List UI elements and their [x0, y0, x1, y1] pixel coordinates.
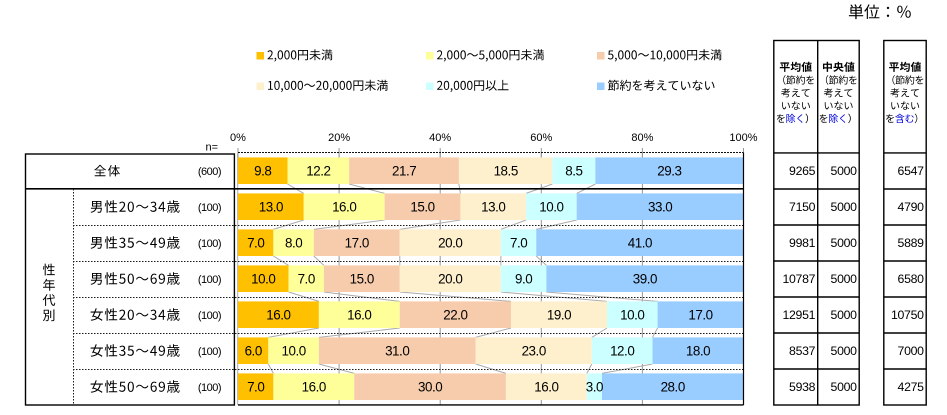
- svg-text:10.0: 10.0: [251, 272, 275, 287]
- svg-text:(100): (100): [198, 346, 221, 358]
- svg-text:8537: 8537: [789, 344, 816, 358]
- svg-text:16.0: 16.0: [302, 380, 326, 395]
- svg-text:80%: 80%: [631, 132, 653, 144]
- svg-text:(100): (100): [198, 310, 221, 322]
- svg-text:6580: 6580: [898, 272, 925, 286]
- svg-text:9.0: 9.0: [515, 272, 532, 287]
- svg-text:10.0: 10.0: [281, 344, 305, 359]
- svg-text:39.0: 39.0: [633, 272, 657, 287]
- svg-text:6.0: 6.0: [245, 344, 262, 359]
- svg-text:19.0: 19.0: [547, 308, 571, 323]
- svg-text:(600): (600): [198, 166, 221, 178]
- svg-text:7000: 7000: [898, 344, 925, 358]
- svg-text:3.0: 3.0: [586, 380, 603, 395]
- svg-text:9.8: 9.8: [254, 164, 271, 179]
- svg-text:60%: 60%: [530, 132, 552, 144]
- svg-text:16.0: 16.0: [534, 380, 558, 395]
- svg-text:13.0: 13.0: [259, 200, 283, 215]
- svg-text:10.0: 10.0: [539, 200, 563, 215]
- svg-text:16.0: 16.0: [347, 308, 371, 323]
- svg-text:5000: 5000: [831, 380, 858, 394]
- svg-text:5000: 5000: [831, 308, 858, 322]
- svg-text:(100): (100): [198, 202, 221, 214]
- svg-text:29.3: 29.3: [657, 164, 681, 179]
- svg-text:17.0: 17.0: [688, 308, 712, 323]
- svg-text:12.0: 12.0: [610, 344, 634, 359]
- svg-text:5000: 5000: [831, 236, 858, 250]
- svg-text:7.0: 7.0: [247, 380, 264, 395]
- svg-text:28.0: 28.0: [661, 380, 685, 395]
- svg-text:15.0: 15.0: [350, 272, 374, 287]
- svg-text:5000: 5000: [831, 200, 858, 214]
- svg-text:20.0: 20.0: [438, 272, 462, 287]
- svg-text:13.0: 13.0: [481, 200, 505, 215]
- svg-text:16.0: 16.0: [332, 200, 356, 215]
- svg-text:10.0: 10.0: [620, 308, 644, 323]
- svg-text:10787: 10787: [782, 272, 815, 286]
- svg-text:18.0: 18.0: [686, 344, 710, 359]
- svg-text:33.0: 33.0: [648, 200, 672, 215]
- svg-text:40%: 40%: [429, 132, 451, 144]
- svg-text:12.2: 12.2: [306, 164, 330, 179]
- svg-text:9981: 9981: [789, 236, 816, 250]
- svg-text:5938: 5938: [789, 380, 816, 394]
- svg-text:8.0: 8.0: [285, 236, 302, 251]
- svg-text:23.0: 23.0: [522, 344, 546, 359]
- svg-text:7.0: 7.0: [298, 272, 315, 287]
- svg-text:n=: n=: [205, 142, 218, 154]
- svg-text:(100): (100): [198, 382, 221, 394]
- svg-text:18.5: 18.5: [494, 164, 518, 179]
- svg-text:(100): (100): [198, 238, 221, 250]
- svg-text:5000: 5000: [831, 272, 858, 286]
- svg-text:0%: 0%: [230, 132, 246, 144]
- svg-text:8.5: 8.5: [565, 164, 582, 179]
- svg-text:7.0: 7.0: [510, 236, 527, 251]
- svg-text:9265: 9265: [789, 164, 816, 178]
- svg-text:16.0: 16.0: [266, 308, 290, 323]
- svg-text:30.0: 30.0: [418, 380, 442, 395]
- svg-text:21.7: 21.7: [392, 164, 416, 179]
- svg-text:10750: 10750: [891, 308, 924, 322]
- svg-text:7.0: 7.0: [247, 236, 264, 251]
- svg-text:41.0: 41.0: [628, 236, 652, 251]
- svg-text:(100): (100): [198, 274, 221, 286]
- svg-text:31.0: 31.0: [385, 344, 409, 359]
- svg-text:6547: 6547: [898, 164, 925, 178]
- svg-text:20.0: 20.0: [438, 236, 462, 251]
- svg-text:4790: 4790: [898, 200, 925, 214]
- svg-text:4275: 4275: [898, 380, 925, 394]
- svg-text:12951: 12951: [782, 308, 815, 322]
- svg-text:5000: 5000: [831, 344, 858, 358]
- svg-text:17.0: 17.0: [345, 236, 369, 251]
- svg-text:100%: 100%: [729, 132, 757, 144]
- svg-text:7150: 7150: [789, 200, 816, 214]
- svg-text:15.0: 15.0: [410, 200, 434, 215]
- svg-text:5000: 5000: [831, 164, 858, 178]
- svg-text:20%: 20%: [328, 132, 350, 144]
- svg-text:5889: 5889: [898, 236, 925, 250]
- svg-text:22.0: 22.0: [443, 308, 467, 323]
